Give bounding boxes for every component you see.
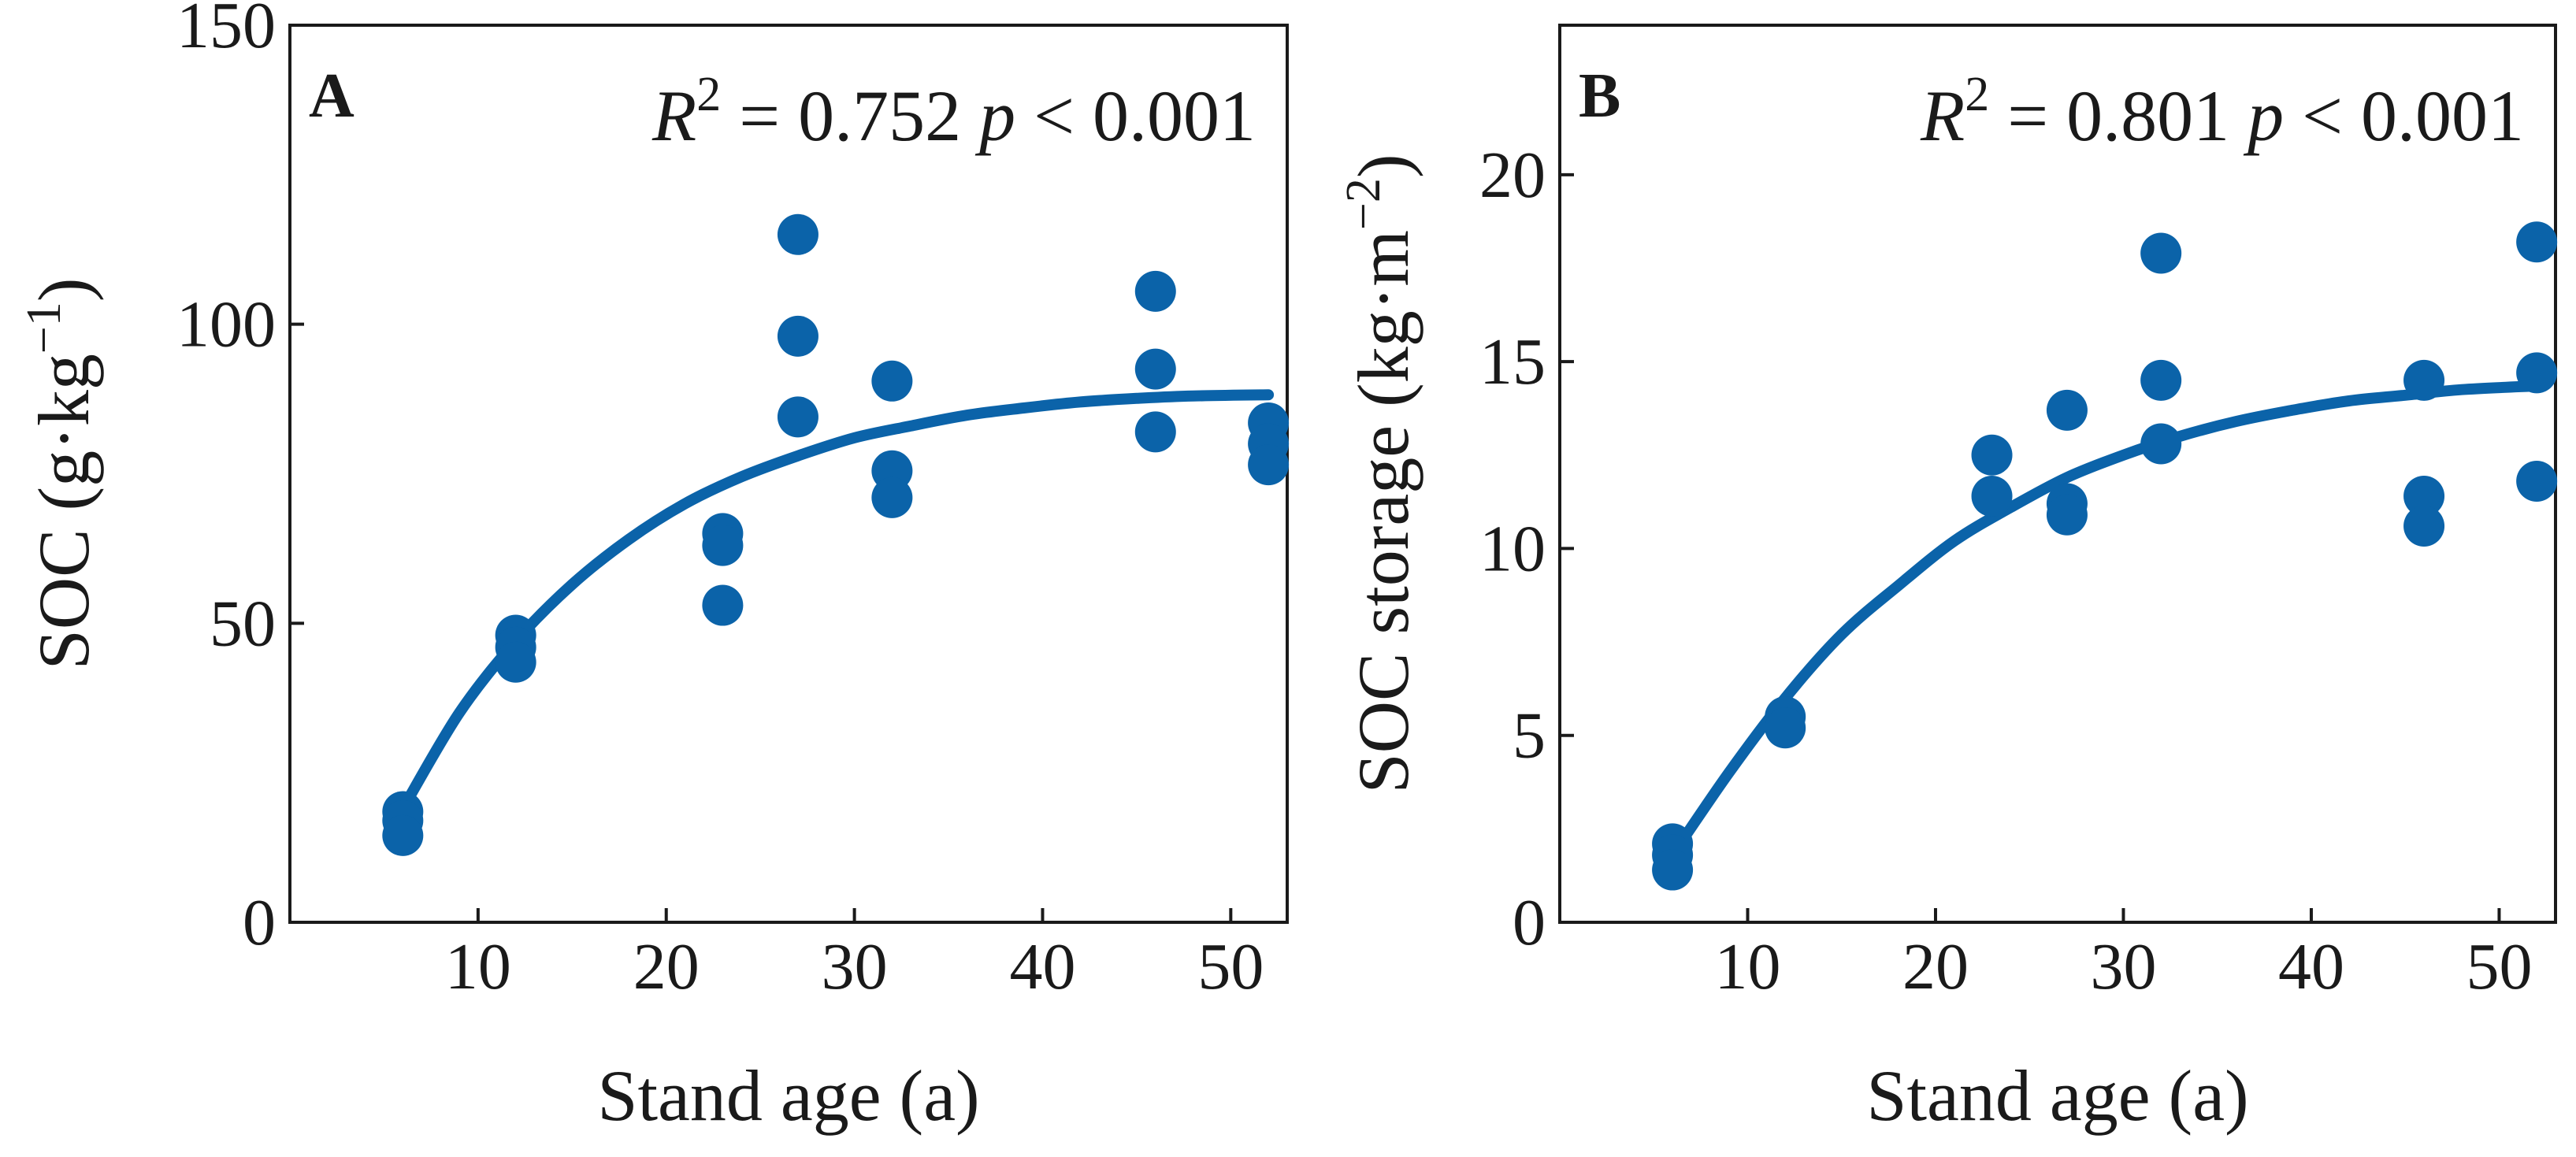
data-point — [2403, 505, 2445, 547]
data-point — [2516, 352, 2558, 394]
data-point — [777, 396, 818, 438]
x-tick-label: 30 — [822, 930, 888, 1003]
x-tick-label: 40 — [1009, 930, 1075, 1003]
data-point — [1134, 348, 1176, 390]
data-point — [702, 525, 744, 566]
data-point — [871, 477, 913, 518]
data-point — [2046, 389, 2088, 431]
x-tick-label: 40 — [2278, 930, 2344, 1003]
y-tick-label: 100 — [176, 288, 276, 362]
regression-stats: R2 = 0.801 p < 0.001 — [1920, 68, 2524, 156]
panel-letter: B — [1579, 61, 1620, 131]
data-point — [2140, 423, 2182, 465]
y-tick-label: 10 — [1479, 512, 1546, 585]
y-axis-title: SOC storage (kg·m−2) — [1337, 154, 1423, 793]
data-point — [1765, 707, 1806, 749]
y-tick-label: 15 — [1479, 325, 1546, 399]
panel-b: 10 20 30 40 50 0 5 10 15 20 Stand age (a) SOC stora… — [1337, 24, 2558, 1136]
data-point — [2046, 494, 2088, 536]
data-point — [777, 315, 818, 357]
panel-letter: A — [309, 61, 354, 131]
x-tick-label: 50 — [2466, 930, 2532, 1003]
fit-curve — [397, 389, 1275, 814]
plot-frame — [1558, 24, 2557, 924]
x-tick-label: 10 — [445, 930, 511, 1003]
x-tick-label: 20 — [633, 930, 700, 1003]
panel-a: 10 20 30 40 50 0 50 100 150 Stand age (a) SOC (g·k… — [17, 0, 1290, 1136]
data-point — [702, 584, 744, 626]
x-tick-label: 50 — [1197, 930, 1264, 1003]
x-axis-title: Stand age (a) — [1866, 1055, 2248, 1136]
y-tick-label: 0 — [1513, 886, 1546, 959]
data-point — [2403, 475, 2445, 517]
y-axis-title: SOC (g·kg−1) — [17, 278, 104, 670]
fit-curve — [1667, 380, 2543, 861]
x-tick-label: 20 — [1902, 930, 1969, 1003]
y-tick-label: 0 — [243, 886, 276, 959]
data-point — [2403, 359, 2445, 401]
y-tick-label: 50 — [210, 587, 276, 660]
data-point — [2516, 221, 2558, 263]
x-tick-label: 30 — [2090, 930, 2156, 1003]
regression-stats: R2 = 0.752 p < 0.001 — [651, 68, 1256, 156]
y-tick-label: 5 — [1513, 699, 1546, 773]
data-point — [2140, 232, 2182, 274]
x-axis-title: Stand age (a) — [597, 1055, 979, 1136]
y-tick-label: 20 — [1479, 139, 1546, 212]
data-point — [1248, 444, 1290, 486]
data-point — [2516, 460, 2558, 502]
data-point — [382, 814, 424, 856]
data-point — [871, 360, 913, 402]
y-tick-label: 150 — [176, 0, 276, 62]
data-point — [777, 213, 818, 255]
data-point — [495, 641, 536, 683]
data-point — [1652, 849, 1694, 891]
data-point — [1971, 475, 2013, 517]
data-point — [1134, 270, 1176, 312]
data-point — [1134, 411, 1176, 453]
data-point — [1971, 434, 2013, 476]
x-tick-label: 10 — [1714, 930, 1780, 1003]
data-point — [2140, 359, 2182, 401]
plot-frame — [288, 24, 1289, 924]
